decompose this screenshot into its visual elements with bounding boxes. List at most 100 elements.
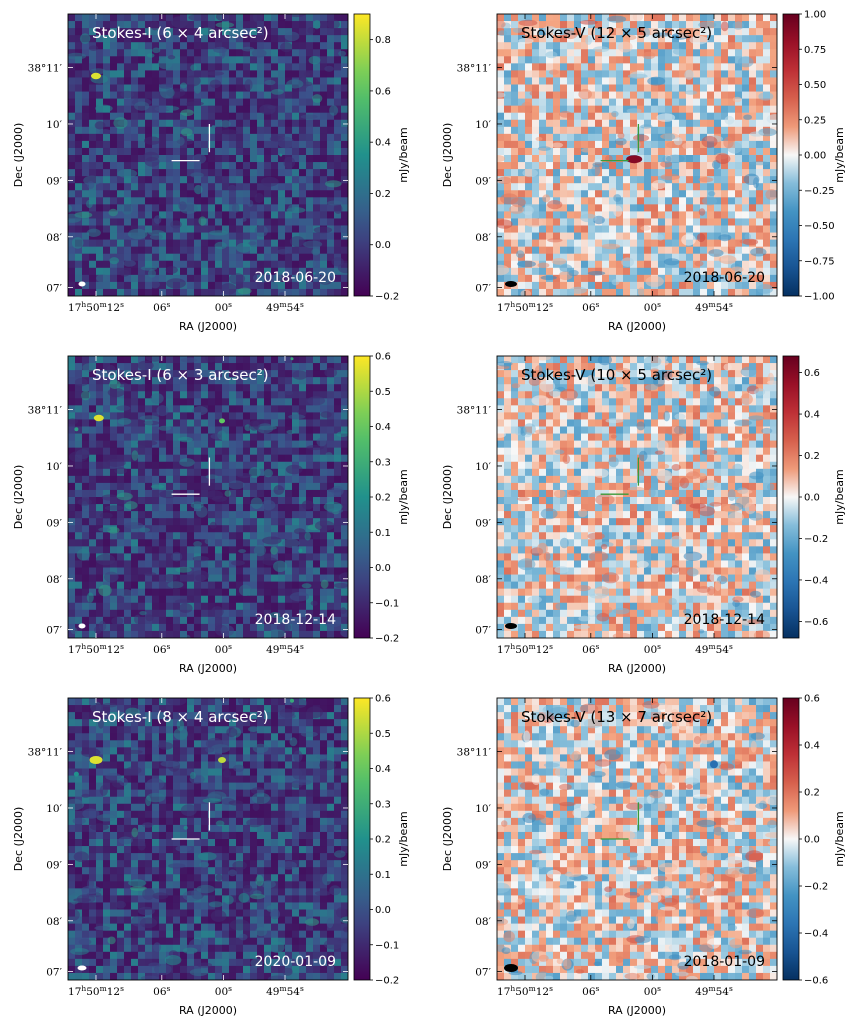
x-tick-label: 00s: [644, 984, 661, 998]
radio-source: [218, 757, 226, 763]
y-tick-label: 38°11′: [28, 747, 63, 759]
beam-ellipse: [505, 623, 517, 629]
colorbar-label: mJy/beam: [833, 469, 846, 524]
radio-source: [313, 272, 316, 275]
x-tick-label: 49m54s: [266, 984, 304, 998]
colorbar-tick-label: −0.25: [804, 186, 835, 197]
stokes-v-panel: Stokes-V (12 × 5 arcsec²) 2018-06-20 17h50…: [431, 6, 849, 336]
colorbar-tick-label: 0.2: [804, 788, 820, 799]
colorbar-tick-label: 0.0: [375, 905, 391, 916]
colorbar: 0.6 0.5 0.4 0.3 0.2 0.1 0.0 −0.1 −0.2 mJy/beam: [353, 352, 410, 645]
target-marker: [171, 802, 211, 840]
panel-svg: Stokes-V (10 × 5 arcsec²) 2018-12-14 17h50…: [441, 355, 846, 675]
y-tick-label: 09′: [475, 175, 491, 187]
y-tick-label: 08′: [46, 574, 62, 586]
panel-svg: Stokes-I (6 × 3 arcsec²) 2018-12-14 17h50m…: [12, 352, 410, 676]
intensity-map: [497, 698, 777, 980]
x-tick-label: 06s: [153, 984, 170, 998]
colorbar-tick-label: 0.0: [804, 493, 820, 504]
observation-date: 2018-01-09: [684, 954, 765, 970]
colorbar-tick-label: 0.0: [804, 835, 820, 846]
x-tick-label: 17h50m12s: [497, 984, 553, 998]
target-marker: [600, 457, 640, 495]
y-tick-label: 08′: [46, 232, 62, 244]
colorbar-tick-label: 0.2: [804, 451, 820, 462]
observation-date: 2018-12-14: [255, 612, 336, 628]
colorbar-tick-label: −0.2: [375, 634, 399, 645]
x-tick-label: 17h50m12s: [497, 642, 553, 656]
plot-frame: [496, 697, 778, 981]
y-axis-label: Dec (J2000): [12, 465, 25, 530]
y-tick-label: 09′: [46, 175, 62, 187]
radio-source: [211, 125, 216, 129]
colorbar-tick-label: −0.50: [804, 221, 835, 232]
y-tick-label: 38°11′: [457, 405, 492, 417]
radio-source: [219, 418, 225, 424]
stokes-i-panel: Stokes-I (6 × 4 arcsec²) 2018-06-20 17h50m…: [2, 6, 420, 336]
radio-source: [73, 771, 79, 777]
colorbar: 0.6 0.4 0.2 0.0 −0.2 −0.4 −0.6 mJy/beam: [782, 694, 846, 987]
colorbar-tick-label: 0.4: [804, 410, 820, 421]
x-axis-label: RA (J2000): [179, 1004, 237, 1017]
plot-frame: [67, 355, 349, 639]
x-tick-label: 17h50m12s: [68, 642, 124, 656]
colorbar-tick-label: 0.75: [804, 45, 826, 56]
beam-ellipse: [78, 623, 86, 629]
colorbar: 0.8 0.6 0.4 0.2 0.0 −0.2 mJy/beam: [353, 13, 410, 303]
x-tick-label: 49m54s: [695, 984, 733, 998]
y-tick-label: 10′: [46, 803, 62, 815]
y-tick-label: 08′: [46, 916, 62, 928]
colorbar-tick-label: 1.00: [804, 10, 826, 21]
panel-svg: Stokes-I (8 × 4 arcsec²) 2020-01-09 17h50m…: [12, 694, 410, 1018]
panel-svg: Stokes-V (13 × 7 arcsec²) 2018-01-09 17h50…: [441, 694, 846, 1018]
beam-ellipse: [77, 965, 87, 971]
intensity-map: [68, 14, 348, 296]
radio-source: [710, 760, 718, 769]
y-tick-label: 07′: [475, 283, 491, 295]
y-axis-label: Dec (J2000): [441, 123, 454, 188]
colorbar-tick-label: 0.4: [375, 138, 391, 149]
x-tick-label: 00s: [644, 642, 661, 656]
y-tick-label: 07′: [475, 625, 491, 637]
x-tick-label: 17h50m12s: [497, 300, 553, 314]
panel-title: Stokes-I (6 × 4 arcsec²): [92, 24, 269, 42]
colorbar-tick-label: 0.3: [375, 457, 391, 468]
x-tick-label: 49m54s: [695, 300, 733, 314]
colorbar-tick-label: −0.2: [804, 534, 828, 545]
y-tick-label: 08′: [475, 916, 491, 928]
colorbar-tick-label: −0.4: [804, 575, 828, 586]
x-tick-label: 17h50m12s: [68, 984, 124, 998]
colorbar-tick-label: 0.0: [375, 240, 391, 251]
y-tick-label: 38°11′: [28, 63, 63, 75]
x-axis-label: RA (J2000): [179, 662, 237, 675]
target-marker: [600, 802, 640, 840]
observation-date: 2018-12-14: [684, 612, 765, 628]
stokes-i-panel: Stokes-I (8 × 4 arcsec²) 2020-01-09 17h50m…: [2, 690, 420, 1020]
panel-title: Stokes-V (12 × 5 arcsec²): [521, 24, 712, 42]
colorbar-tick-label: 0.4: [804, 741, 820, 752]
y-tick-label: 07′: [46, 967, 62, 979]
colorbar-tick-label: −1.00: [804, 292, 835, 303]
colorbar-tick-label: 0.2: [375, 835, 391, 846]
colorbar: 0.6 0.4 0.2 0.0 −0.2 −0.4 −0.6 mJy/beam: [782, 355, 846, 639]
colorbar-tick-label: 0.6: [804, 694, 820, 705]
radio-source: [290, 698, 294, 703]
circular-polarized-source: [626, 155, 643, 164]
panel-title: Stokes-V (13 × 7 arcsec²): [521, 708, 712, 726]
colorbar-tick-label: −0.1: [375, 940, 399, 951]
intensity-map: [497, 14, 777, 296]
colorbar-tick-label: 0.1: [375, 870, 391, 881]
colorbar-label: mJy/beam: [833, 811, 846, 866]
x-tick-label: 00s: [215, 984, 232, 998]
plot-frame: [496, 13, 778, 297]
stokes-i-panel: Stokes-I (6 × 3 arcsec²) 2018-12-14 17h50m…: [2, 348, 420, 678]
colorbar-label: mJy/beam: [833, 127, 846, 182]
y-axis-label: Dec (J2000): [441, 465, 454, 530]
colorbar-tick-label: 0.6: [804, 368, 820, 379]
colorbar-tick-label: 0.6: [375, 352, 391, 363]
y-tick-label: 07′: [46, 625, 62, 637]
colorbar-tick-label: 0.6: [375, 694, 391, 705]
intensity-map: [68, 356, 348, 638]
y-tick-label: 38°11′: [28, 405, 63, 417]
radio-source: [183, 825, 188, 830]
